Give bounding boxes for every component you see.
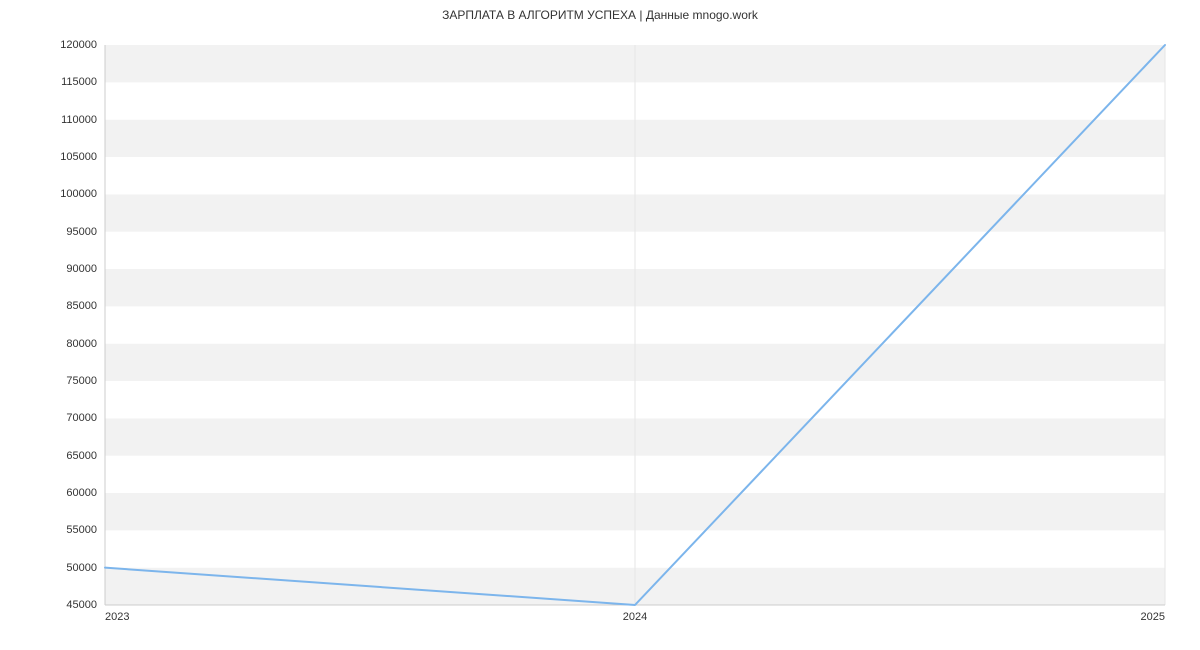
y-tick-label: 85000 (0, 300, 105, 312)
y-tick-label: 50000 (0, 562, 105, 574)
y-tick-label: 100000 (0, 188, 105, 200)
y-tick-label: 60000 (0, 487, 105, 499)
y-tick-label: 65000 (0, 450, 105, 462)
chart-title: ЗАРПЛАТА В АЛГОРИТМ УСПЕХА | Данные mnog… (0, 8, 1200, 22)
y-tick-label: 55000 (0, 524, 105, 536)
x-tick-label: 2024 (623, 611, 647, 623)
y-tick-label: 45000 (0, 599, 105, 611)
y-tick-label: 70000 (0, 412, 105, 424)
plot-area (105, 45, 1165, 605)
y-tick-label: 115000 (0, 76, 105, 88)
y-tick-label: 80000 (0, 338, 105, 350)
y-tick-label: 90000 (0, 263, 105, 275)
y-tick-label: 120000 (0, 39, 105, 51)
y-tick-label: 105000 (0, 151, 105, 163)
x-tick-label: 2025 (1141, 611, 1165, 623)
y-tick-label: 95000 (0, 226, 105, 238)
chart-svg (105, 45, 1165, 605)
x-tick-label: 2023 (105, 611, 129, 623)
y-tick-label: 75000 (0, 375, 105, 387)
y-tick-label: 110000 (0, 114, 105, 126)
